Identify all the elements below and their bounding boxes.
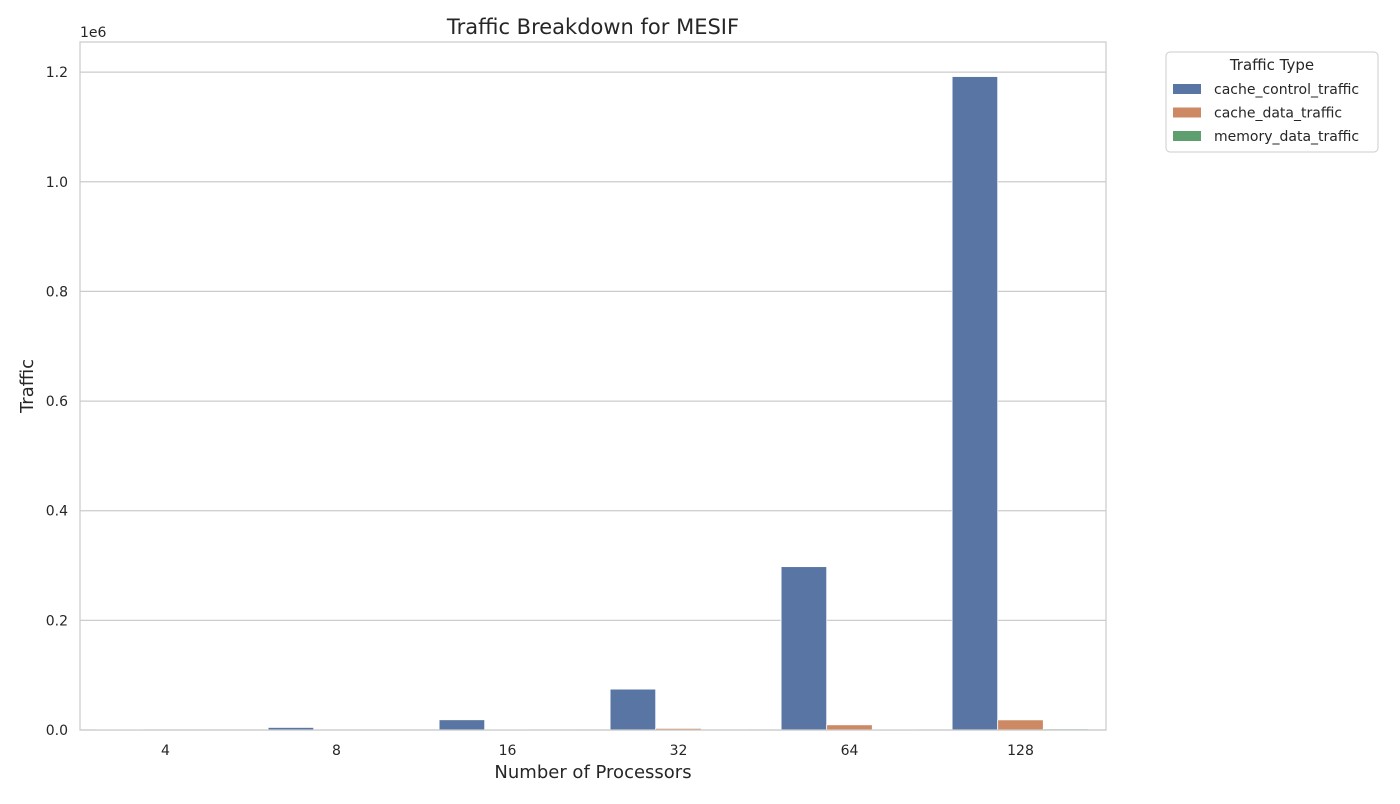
y-tick-label: 0.8 [46,284,68,300]
legend-items: cache_control_traffic cache_data_trafficm… [1173,82,1359,145]
legend-label-cache_control_traffic: cache_control_traffic [1214,82,1359,98]
bar-cache_control_traffic-64 [781,567,827,730]
legend-title: Traffic Type [1229,56,1314,74]
bar-cache_data_traffic-128 [998,720,1044,730]
chart-title: Traffic Breakdown for MESIF [446,15,739,39]
legend-swatch-memory_data_traffic [1173,131,1201,141]
x-tick-labels: 4 8 16 32 64 128 [161,743,1034,759]
y-tick-label: 1.0 [46,175,68,191]
y-tick-label: 0.2 [46,613,68,629]
bar-cache_control_traffic-128 [952,77,998,730]
y-tick-label: 1.2 [46,65,68,81]
x-tick-label: 64 [841,743,859,759]
x-tick-label: 16 [499,743,517,759]
x-tick-label: 4 [161,743,170,759]
x-tick-label: 128 [1007,743,1034,759]
bar-cache_data_traffic-64 [827,725,873,730]
bars [97,77,1089,730]
x-axis-label: Number of Processors [494,762,691,783]
legend-label-memory_data_traffic: memory_data_traffic [1214,129,1359,145]
bar-cache_control_traffic-32 [610,689,656,730]
y-tick-labels: 0.0 0.2 0.4 0.6 0.8 1.0 1.2 [46,65,68,739]
y-axis-label: Traffic [17,359,38,414]
y-tick-label: 0.6 [46,394,68,410]
x-tick-label: 8 [332,743,341,759]
y-offset-label: 1e6 [80,25,107,41]
x-tick-label: 32 [670,743,688,759]
bar-cache_control_traffic-16 [439,720,485,730]
legend-swatch-cache_control_traffic [1173,84,1201,94]
legend-label-cache_data_traffic: cache_data_traffic [1214,106,1342,122]
legend: Traffic Type cache_control_trafficcache_… [1166,52,1378,152]
y-tick-label: 0.4 [46,504,68,520]
legend-swatch-cache_data_traffic [1173,108,1201,118]
y-tick-label: 0.0 [46,723,68,739]
